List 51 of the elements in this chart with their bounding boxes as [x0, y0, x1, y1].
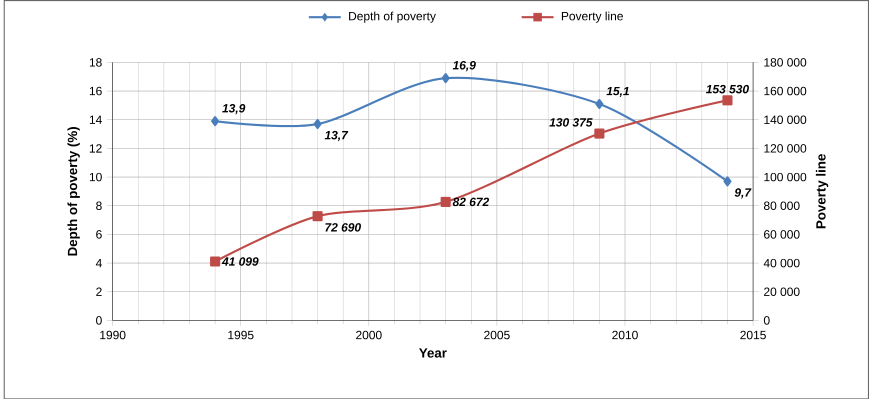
y2-tick-label: 100 000: [764, 172, 806, 182]
point: [442, 72, 450, 83]
point: [312, 210, 323, 222]
data-label: 72 690: [325, 222, 361, 232]
x-tick-label: 2015: [740, 330, 766, 340]
x-tick-label: 1990: [100, 330, 126, 340]
y2-tick-label: 0: [764, 316, 770, 324]
y2-tick-label: 140 000: [764, 115, 806, 124]
point: [595, 98, 604, 109]
y2-tick-label: 180 000: [764, 58, 806, 66]
y-tick-label: 4: [96, 258, 102, 267]
data-label: 9,7: [734, 188, 752, 198]
point: [722, 95, 733, 106]
point: [314, 118, 322, 129]
point: [723, 176, 732, 186]
point: [594, 128, 604, 138]
y2-tick-label: 20 000: [764, 287, 800, 296]
y2-tick-label: 80 000: [764, 201, 800, 210]
y2-tick-label: 120 000: [764, 144, 806, 152]
data-label: 13,7: [324, 130, 348, 141]
data-label: 13,9: [222, 104, 246, 114]
y-tick-label: 2: [96, 287, 102, 296]
legend-label: Depth of poverty: [349, 11, 436, 23]
legend-label: Poverty line: [562, 11, 623, 23]
y-tick-label: 14: [90, 115, 102, 124]
y-tick-label: 16: [90, 86, 102, 96]
y2-tick-label: 60 000: [764, 230, 800, 238]
x-tick-label: 2005: [484, 330, 510, 340]
x-tick-label: 1995: [228, 330, 254, 340]
x-tick-label: 2010: [612, 330, 638, 340]
data-label: 15,1: [606, 86, 629, 97]
y-tick-label: 12: [90, 144, 102, 152]
x-tick-label: 2000: [356, 330, 382, 340]
point: [210, 256, 220, 266]
y-tick-label: 18: [90, 58, 102, 66]
y2-tick-label: 40 000: [764, 258, 800, 268]
point: [211, 116, 220, 126]
y-axis-title: Depth of poverty (%): [67, 126, 80, 256]
y-tick-label: 10: [90, 172, 102, 182]
y2-tick-label: 160 000: [764, 86, 806, 96]
data-label: 82 672: [452, 197, 490, 206]
data-label: 130 375: [549, 118, 593, 126]
y-tick-label: 6: [96, 230, 102, 238]
data-label: 16,9: [452, 60, 476, 72]
y2-axis-title: Poverty line: [816, 154, 828, 228]
point: [440, 196, 451, 207]
y-tick-label: 0: [96, 316, 102, 324]
x-axis-title: Year: [419, 348, 447, 358]
data-label: 41 099: [222, 257, 259, 266]
data-label: 153 530: [706, 84, 749, 94]
y-tick-label: 8: [96, 201, 102, 210]
